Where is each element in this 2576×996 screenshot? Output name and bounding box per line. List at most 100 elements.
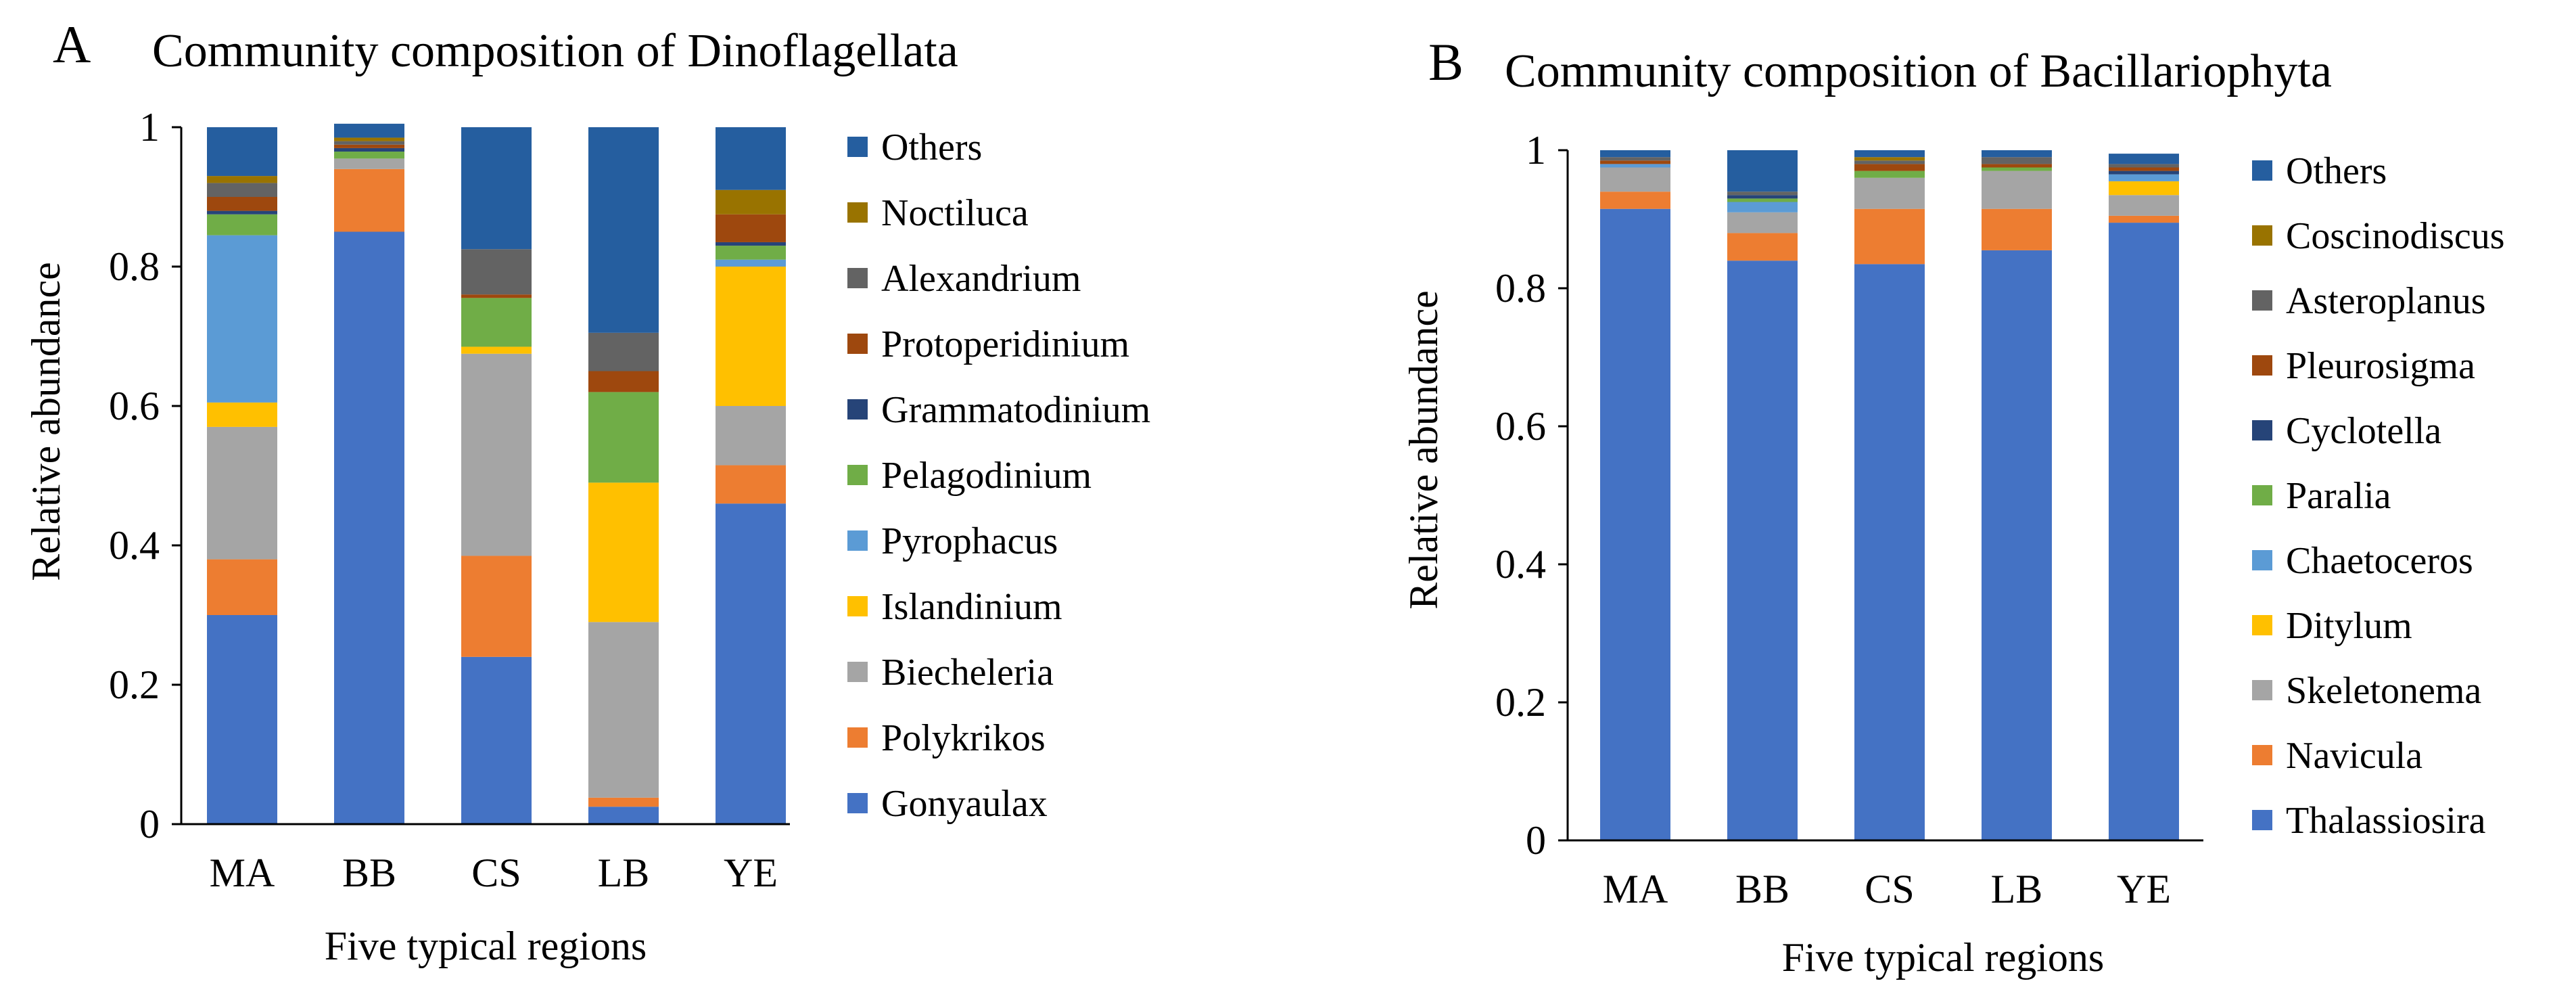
panel-a-bar-cs-biecheleria (461, 353, 532, 556)
panel-b-bar-bb-paralia (1727, 198, 1798, 202)
panel-a-x-tick-label: YE (724, 851, 778, 895)
panel-a-bar-bb-polykrikos (334, 168, 404, 232)
panel-a-bar-bb-pelagodinium (334, 152, 404, 159)
panel-b-y-tick-label: 0.4 (1495, 542, 1546, 587)
panel-b-legend-label: Navicula (2286, 735, 2422, 777)
panel-a-legend-swatch (847, 793, 868, 813)
panel-b-bar-lb-thalassiosira (1982, 250, 2052, 840)
panel-b-bar-cs-navicula (1854, 208, 1925, 265)
panel-b-bar-ye-pleurosigma (2109, 167, 2179, 171)
panel-a-title: Community composition of Dinoflagellata (152, 25, 958, 77)
panel-a-bar-ma-alexandrium (207, 183, 277, 197)
panel-a-legend-swatch (847, 334, 868, 354)
panel-a-bar-bb-noctiluca (334, 137, 404, 141)
panel-a-bar-ma-polykrikos (207, 559, 277, 615)
panel-b-bar-lb-pleurosigma (1982, 164, 2052, 168)
panel-a-legend-swatch (847, 727, 868, 748)
panel-b-legend: Others Coscinodiscus Asteroplanus Pleurosig… (2252, 150, 2505, 842)
panel-a-bar-ye-protoperidinium (716, 214, 786, 242)
panel-a-legend-swatch (847, 662, 868, 682)
panel-a-bar-ma-protoperidinium (207, 197, 277, 211)
panel-a-bar-lb-islandinium (588, 482, 659, 622)
panel-b-x-axis-title: Five typical regions (1782, 935, 2105, 980)
panel-b-bar-lb-others (1982, 150, 2052, 158)
panel-a-bar-cs-alexandrium (461, 249, 532, 295)
panel-b-bar-bb-cyclotella (1727, 195, 1798, 199)
panel-a-bar-lb-gonyaulax (588, 807, 659, 824)
panel-b-legend-swatch (2252, 550, 2272, 570)
panel-a-bar-bb-others (334, 123, 404, 138)
panel-a-plot: 0 0.2 0.4 0.6 0.8 1 MA BB CS LB YE (109, 105, 790, 895)
panel-b-legend-label: Paralia (2286, 475, 2391, 517)
panel-b-bar-cs-paralia (1854, 171, 1925, 178)
panel-b-plot: 0 0.2 0.4 0.6 0.8 1 MA BB CS LB YE (1495, 128, 2203, 911)
panel-b-y-tick-label: 0.8 (1495, 266, 1546, 311)
panel-b-legend-swatch (2252, 615, 2272, 635)
panel-a-legend-swatch (847, 530, 868, 551)
panel-a-bar-lb-alexandrium (588, 332, 659, 371)
panel-a-legend-label: Alexandrium (881, 258, 1081, 300)
panel-b-letter: B (1428, 32, 1463, 91)
panel-b-bar-ma-others (1600, 150, 1670, 158)
panel-a-x-axis-title: Five typical regions (325, 924, 647, 968)
panel-a-bar-lb-pelagodinium (588, 392, 659, 483)
panel-a-legend-swatch (847, 268, 868, 288)
panel-a-y-tick-label: 0 (139, 802, 160, 846)
panel-b-bar-ye-cyclotella (2109, 171, 2179, 175)
panel-a-legend: Others Noctiluca Alexandrium Protoperidiniu… (847, 127, 1150, 825)
panel-a-x-tick-label: LB (598, 851, 650, 895)
panel-a-legend-label: Pyrophacus (881, 520, 1058, 562)
panel-b-x-tick-label: BB (1735, 867, 1789, 911)
panel-b-bar-cs-skeletonema (1854, 177, 1925, 209)
panel-a-bar-ma-biecheleria (207, 426, 277, 560)
panel-b-title: Community composition of Bacillariophyta (1505, 45, 2332, 97)
panel-b-bar-bb-navicula (1727, 233, 1798, 261)
panel-a-bar-ye-others (716, 127, 786, 190)
panel-a-legend-swatch (847, 596, 868, 616)
panel-a-x-tick-label: CS (471, 851, 521, 895)
panel-b-x-tick-label: YE (2117, 867, 2171, 911)
panel-b-bar-bb-thalassiosira (1727, 261, 1798, 840)
panel-b-y-tick-label: 1 (1526, 128, 1546, 173)
panel-a-bar-ye-gonyaulax (716, 503, 786, 824)
panel-b-legend-swatch (2252, 160, 2272, 181)
panel-b-bar-ye-others (2109, 154, 2179, 164)
panel-a-bar-ye-polykrikos (716, 465, 786, 504)
panel-b-bar-ye-navicula (2109, 215, 2179, 223)
panel-a-legend-swatch (847, 399, 868, 420)
panel-b-bar-ma-thalassiosira (1600, 208, 1670, 840)
panel-b-bar-ye-thalassiosira (2109, 223, 2179, 841)
panel-b-bar-ma-skeletonema (1600, 167, 1670, 192)
panel-b-legend-label: Skeletonema (2286, 670, 2481, 712)
panel-a-bar-ma-others (207, 127, 277, 177)
panel-a-legend-label: Protoperidinium (881, 323, 1129, 365)
panel-b-x-tick-label: LB (1991, 867, 2043, 911)
panel-a-bar-ye-noctiluca (716, 189, 786, 214)
panel-a-y-tick-label: 0.4 (109, 523, 160, 568)
panel-a: A Community composition of Dinoflagellat… (24, 15, 1150, 968)
panel-b-bar-lb-skeletonema (1982, 171, 2052, 209)
panel-b-legend-label: Thalassiosira (2286, 800, 2486, 842)
panel-a-bar-bb-alexandrium (334, 141, 404, 145)
panel-a-bar-lb-others (588, 127, 659, 333)
panel-a-legend-label: Gonyaulax (881, 783, 1048, 825)
panel-a-legend-label: Islandinium (881, 586, 1062, 628)
panel-a-bar-lb-protoperidinium (588, 371, 659, 392)
panel-b-legend-label: Others (2286, 150, 2387, 192)
panel-b-y-tick-label: 0.2 (1495, 680, 1546, 725)
panel-a-bar-ye-pelagodinium (716, 246, 786, 260)
panel-b-bar-lb-paralia (1982, 167, 2052, 171)
panel-b-legend-swatch (2252, 485, 2272, 505)
panel-b-legend-label: Cyclotella (2286, 410, 2441, 452)
panel-b-bar-cs-thalassiosira (1854, 264, 1925, 840)
panel-b-bar-ma-chaetoceros (1600, 164, 1670, 168)
panel-a-bar-bb-gonyaulax (334, 231, 404, 824)
panel-b-y-axis-title: Relative abundance (1401, 290, 1446, 609)
panel-a-bar-ma-grammatodinium (207, 210, 277, 214)
panel-b-legend-label: Asteroplanus (2286, 280, 2486, 322)
panel-b-y-tick-label: 0 (1526, 818, 1546, 863)
panel-a-y-tick-label: 0.8 (109, 244, 160, 289)
panel-a-bar-cs-gonyaulax (461, 656, 532, 824)
panel-b-bar-bb-skeletonema (1727, 212, 1798, 233)
